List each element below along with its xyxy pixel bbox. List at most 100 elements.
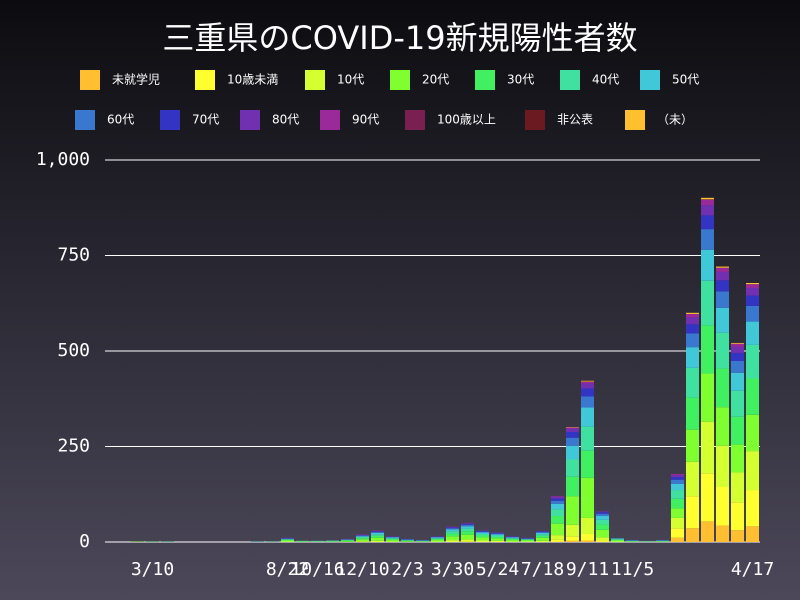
bar-segment	[581, 381, 594, 384]
bar-segment	[701, 215, 714, 230]
bar-segment	[521, 540, 534, 542]
x-tick-label: 5/24	[476, 559, 519, 580]
bar-segment	[596, 529, 609, 538]
bar-segment	[551, 500, 564, 504]
legend-label: 90代	[352, 113, 379, 127]
legend-swatch	[80, 70, 100, 90]
bar-segment	[731, 416, 744, 445]
bar-segment	[746, 305, 759, 322]
bar-segment	[566, 445, 579, 460]
bar-segment	[716, 332, 729, 369]
bar-segment	[701, 199, 714, 206]
legend-swatch	[405, 110, 425, 130]
bar-segment	[671, 474, 684, 476]
bar-segment	[701, 521, 714, 542]
bar-segment	[281, 540, 294, 542]
bar-segment	[596, 511, 609, 513]
bar-segment	[461, 524, 474, 527]
bar-segment	[596, 524, 609, 530]
bar-segment	[746, 321, 759, 345]
bar-segment	[671, 537, 684, 542]
bar-segment	[701, 325, 714, 374]
bar-segment	[731, 444, 744, 473]
bar-segment	[356, 538, 369, 540]
y-tick-label: 500	[57, 340, 90, 361]
bar-segment	[671, 477, 684, 480]
x-tick-label: 8/22	[266, 559, 309, 580]
bar-segment	[356, 541, 369, 542]
bar-segment	[701, 229, 714, 250]
bar-segment	[551, 496, 564, 497]
bar-segment	[596, 513, 609, 517]
bar-segment	[536, 535, 549, 538]
legend-label: 10代	[337, 73, 364, 87]
bar-segment	[686, 324, 699, 334]
bar-segment	[731, 342, 744, 344]
bar-segment	[581, 517, 594, 534]
bar-segment	[566, 496, 579, 525]
bar-segment	[566, 476, 579, 497]
bar-segment	[581, 383, 594, 389]
bar-segment	[596, 512, 609, 514]
bar-segment	[446, 531, 459, 534]
bar-segment	[401, 541, 414, 542]
bar-segment	[701, 421, 714, 474]
bar-segment	[551, 539, 564, 542]
bar-segment	[386, 538, 399, 539]
bar-segment	[371, 537, 384, 541]
bar-segment	[716, 486, 729, 526]
bar-segment	[686, 496, 699, 529]
x-tick-label: 3/10	[131, 559, 174, 580]
y-tick-label: 750	[57, 245, 90, 266]
bar-segment	[746, 344, 759, 379]
bar-segment	[506, 540, 519, 542]
bar-segment	[536, 540, 549, 542]
bar-segment	[566, 428, 579, 432]
legend-label: 50代	[672, 73, 699, 87]
bar-segment	[461, 523, 474, 525]
bar-segment	[551, 498, 564, 501]
x-tick-label: 11/5	[611, 559, 654, 580]
bar-segment	[701, 373, 714, 422]
bar-segment	[446, 533, 459, 537]
bar-segment	[461, 534, 474, 540]
x-tick-label: 4/17	[731, 559, 774, 580]
bar-segment	[671, 498, 684, 509]
bar-segment	[431, 538, 444, 539]
bar-segment	[566, 437, 579, 446]
bar-segment	[506, 538, 519, 539]
bar-segment	[581, 426, 594, 451]
bar-segment	[536, 532, 549, 535]
bar-segment	[716, 445, 729, 487]
bar-segment	[356, 539, 369, 542]
bar-segment	[731, 390, 744, 417]
bar-segment	[701, 249, 714, 281]
bar-segment	[746, 287, 759, 296]
bar-segment	[371, 540, 384, 542]
bar-segment	[581, 388, 594, 397]
bar-segment	[581, 450, 594, 478]
bar-segment	[401, 540, 414, 541]
bar-segment	[746, 283, 759, 285]
bar-segment	[371, 532, 384, 533]
bar-segment	[476, 532, 489, 534]
bar-segment	[476, 531, 489, 533]
bar-segment	[731, 352, 744, 361]
bar-segment	[386, 537, 399, 539]
bar-segment	[671, 490, 684, 499]
bar-segment	[431, 538, 444, 541]
bar-segment	[581, 533, 594, 541]
bar-segment	[746, 451, 759, 491]
bar-segment	[581, 540, 594, 542]
bar-segment	[686, 313, 699, 318]
legend-swatch	[560, 70, 580, 90]
bar-segment	[581, 477, 594, 518]
bar-segment	[446, 540, 459, 542]
bar-segment	[536, 537, 549, 541]
bar-segment	[731, 502, 744, 531]
bar-segment	[506, 537, 519, 539]
bar-segment	[731, 346, 744, 353]
bar-segment	[686, 397, 699, 430]
